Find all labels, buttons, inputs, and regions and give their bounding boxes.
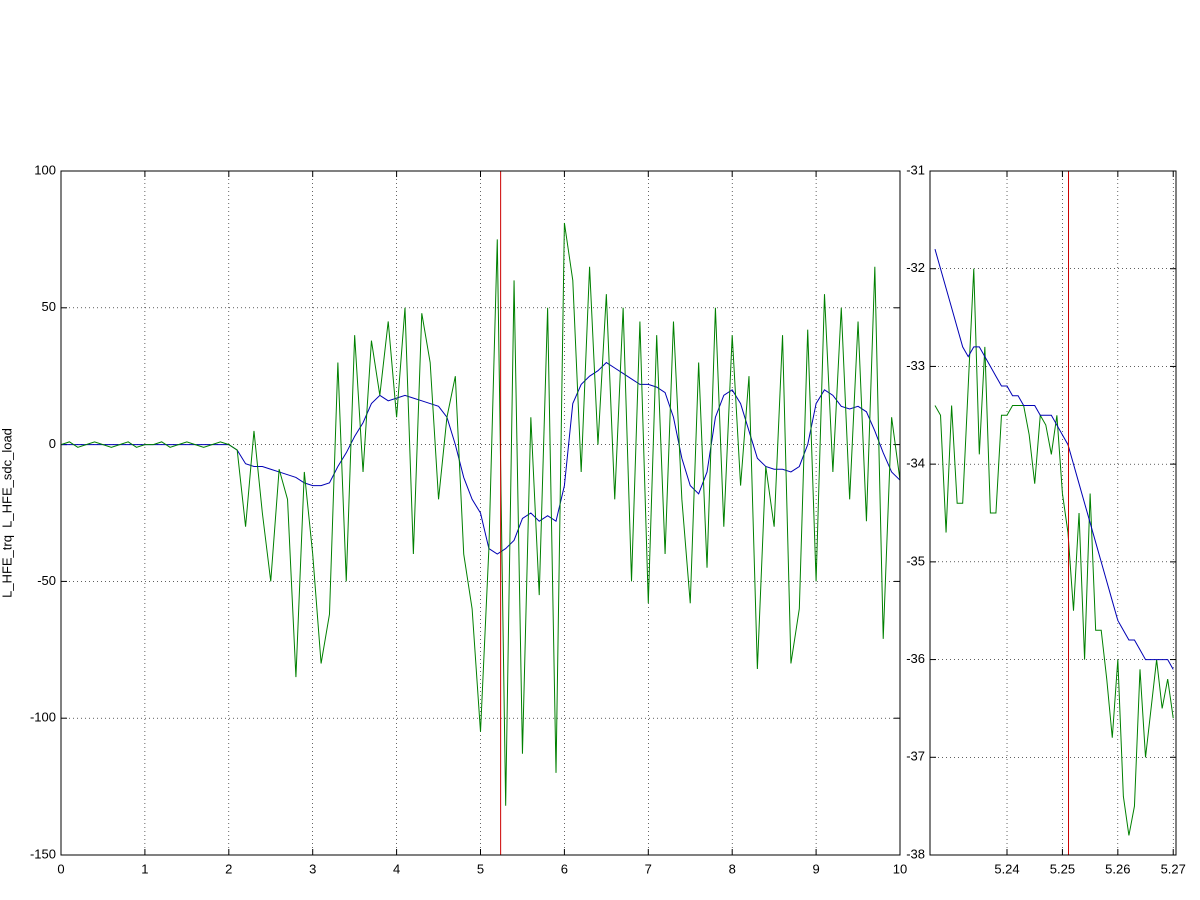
y-tick-label: 50 — [42, 299, 56, 314]
x-tick-label: 5.27 — [1161, 861, 1186, 876]
axes-frame — [60, 170, 901, 856]
axes-frame — [929, 170, 1177, 856]
x-tick-label: 10 — [893, 861, 907, 876]
y-tick-label: -100 — [30, 710, 56, 725]
y-tick-label: 100 — [34, 162, 56, 177]
x-tick-label: 2 — [225, 861, 232, 876]
x-tick-label: 5 — [477, 861, 484, 876]
x-tick-label: 5.25 — [1050, 861, 1075, 876]
x-tick-label: 0 — [57, 861, 64, 876]
series-line — [934, 249, 1174, 670]
y-tick-label: -50 — [37, 573, 56, 588]
y-tick-label: -32 — [906, 260, 925, 275]
series-line — [61, 361, 900, 555]
x-tick-label: 3 — [309, 861, 316, 876]
plot-area — [930, 171, 1176, 855]
x-tick-label: 5.24 — [994, 861, 1019, 876]
y-tick-label: -33 — [906, 358, 925, 373]
x-tick-label: 4 — [393, 861, 400, 876]
y-tick-label: 0 — [49, 436, 56, 451]
x-tick-label: 7 — [645, 861, 652, 876]
x-tick-label: 1 — [141, 861, 148, 876]
x-tick-label: 8 — [729, 861, 736, 876]
y-axis-label: L_HFE_trq L_HFE_sdc_load — [0, 428, 14, 598]
x-tick-label: 6 — [561, 861, 568, 876]
y-tick-label: -38 — [906, 846, 925, 861]
y-tick-label: -31 — [906, 162, 925, 177]
series-line — [61, 222, 900, 806]
y-tick-label: -37 — [906, 749, 925, 764]
x-tick-label: 5.26 — [1105, 861, 1130, 876]
x-tick-label: 9 — [812, 861, 819, 876]
y-tick-label: -35 — [906, 553, 925, 568]
y-tick-label: -150 — [30, 846, 56, 861]
y-tick-label: -36 — [906, 651, 925, 666]
series-line — [934, 268, 1174, 836]
y-tick-label: -34 — [906, 456, 925, 471]
